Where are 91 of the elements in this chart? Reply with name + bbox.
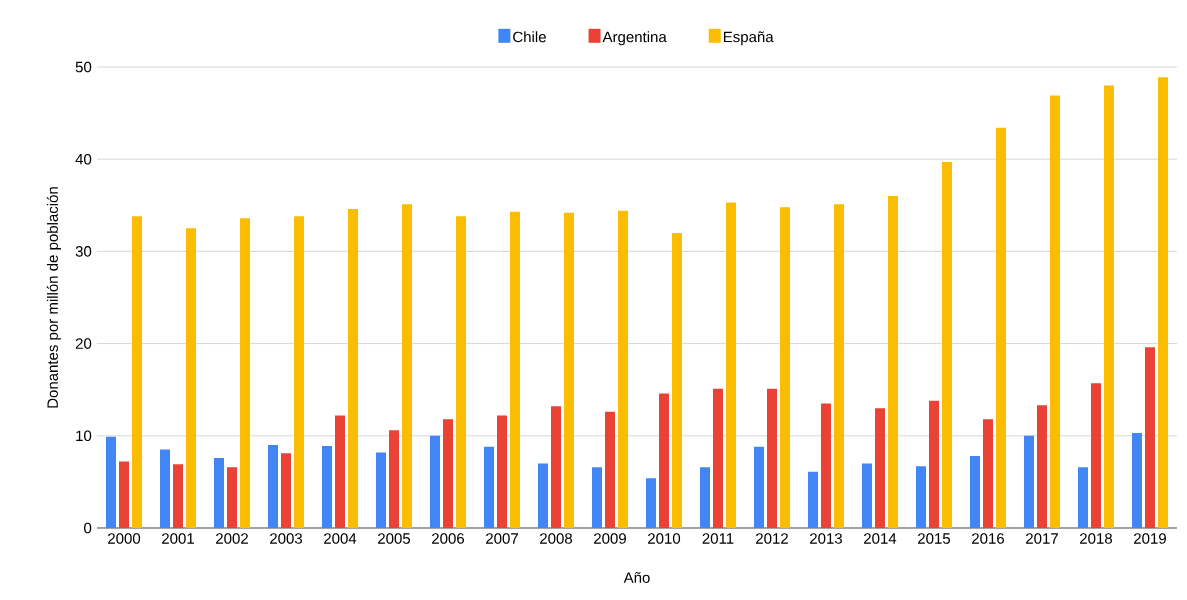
bar xyxy=(240,218,251,528)
y-tick-label: 10 xyxy=(76,430,92,442)
bar xyxy=(1049,95,1060,528)
bar xyxy=(1103,85,1114,528)
bar xyxy=(861,463,872,528)
x-tick-label: 2018 xyxy=(1080,533,1112,544)
x-tick-label: 2011 xyxy=(702,533,734,544)
legend-label: España xyxy=(723,31,774,46)
bar xyxy=(833,204,844,528)
x-tick-label: 2003 xyxy=(270,533,303,544)
bar xyxy=(322,445,333,528)
bar xyxy=(551,406,561,528)
bar xyxy=(753,446,764,528)
x-tick-label: 2004 xyxy=(324,533,357,544)
x-tick-label: 2005 xyxy=(378,533,411,544)
y-tick-label: 20 xyxy=(75,338,92,349)
bar xyxy=(173,464,184,528)
y-tick-label: 30 xyxy=(75,246,92,257)
bar xyxy=(1144,347,1155,528)
x-tick-label: 2001 xyxy=(162,533,194,544)
x-axis-title: Año xyxy=(623,572,650,583)
bar xyxy=(887,196,898,528)
bar xyxy=(484,446,494,528)
bar xyxy=(671,232,682,528)
bar xyxy=(646,478,656,528)
bar xyxy=(456,216,466,528)
bar xyxy=(1077,467,1088,528)
bar xyxy=(915,466,926,528)
x-tick-label: 2008 xyxy=(540,533,573,544)
bar xyxy=(335,415,345,528)
bar xyxy=(605,411,615,528)
y-tick-label: 0 xyxy=(84,522,92,534)
bar xyxy=(618,210,628,528)
bar xyxy=(281,453,292,528)
bar xyxy=(726,202,736,528)
bar xyxy=(443,419,453,528)
bar xyxy=(1131,433,1142,528)
bar xyxy=(659,393,669,528)
x-tick-label: 2007 xyxy=(486,533,518,544)
bar xyxy=(874,408,885,528)
bar xyxy=(510,211,520,528)
bar xyxy=(106,436,117,528)
y-axis-title: Donantes por millón de población xyxy=(46,187,61,408)
bar xyxy=(982,419,993,528)
bar xyxy=(119,461,130,528)
x-tick-label: 2017 xyxy=(1026,533,1058,544)
bar xyxy=(564,212,574,528)
bar xyxy=(186,228,197,528)
bar xyxy=(995,127,1006,528)
bar xyxy=(1090,383,1101,528)
x-tick-label: 2016 xyxy=(972,533,1005,544)
x-tick-label: 2012 xyxy=(756,533,788,544)
x-tick-label: 2009 xyxy=(594,533,626,544)
bar xyxy=(376,452,386,528)
bar xyxy=(430,435,440,528)
x-tick-label: 2002 xyxy=(216,533,248,544)
bar xyxy=(1157,77,1168,528)
bar xyxy=(969,456,980,528)
legend-label: Chile xyxy=(513,31,546,43)
x-tick-label: 2019 xyxy=(1134,533,1166,544)
bar xyxy=(538,463,548,528)
bar xyxy=(160,449,171,528)
bar xyxy=(214,457,225,528)
bar xyxy=(1036,405,1047,528)
x-tick-label: 2014 xyxy=(864,533,897,544)
x-tick-label: 2013 xyxy=(810,533,843,544)
y-tick-label: 40 xyxy=(75,153,92,165)
bar xyxy=(779,207,790,528)
bar xyxy=(268,445,279,528)
bar xyxy=(1023,435,1034,528)
bar xyxy=(700,467,710,528)
bar xyxy=(807,471,818,528)
bar xyxy=(928,400,939,528)
x-tick-label: 2006 xyxy=(432,533,465,544)
bar xyxy=(592,467,602,528)
legend-label: Argentina xyxy=(602,31,667,46)
y-tick-label: 50 xyxy=(75,61,92,73)
x-tick-label: 2010 xyxy=(648,533,681,544)
bar xyxy=(712,388,723,528)
bar xyxy=(820,403,831,528)
x-tick-label: 2000 xyxy=(108,533,141,544)
bar xyxy=(766,388,777,528)
bar xyxy=(941,161,952,528)
bar xyxy=(402,204,412,528)
bar xyxy=(389,430,400,528)
x-tick-label: 2015 xyxy=(918,533,951,544)
bar xyxy=(497,415,507,528)
bar xyxy=(294,216,305,528)
bar xyxy=(227,467,238,528)
bar xyxy=(132,216,143,528)
bar xyxy=(348,208,359,528)
